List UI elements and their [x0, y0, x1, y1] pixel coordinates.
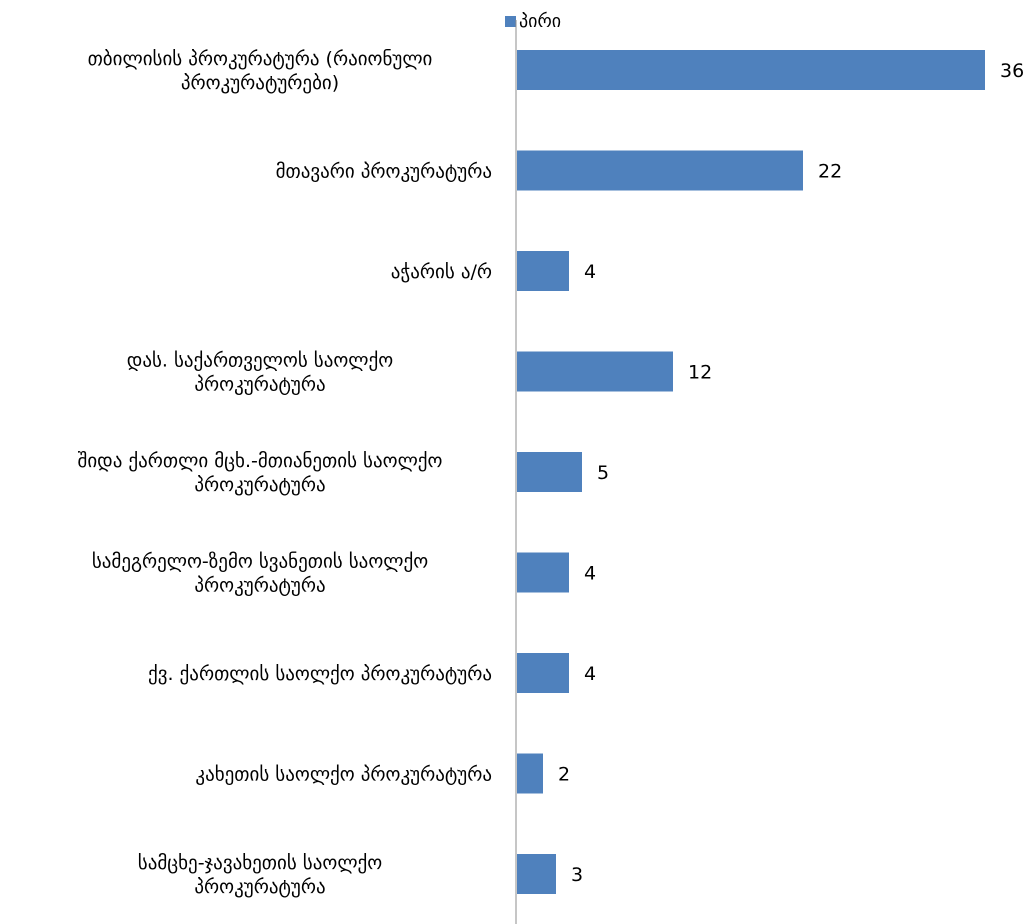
bars-group [517, 50, 985, 894]
category-label: მთავარი პროკურატურა [276, 161, 492, 183]
category-label: პროკურატურები) [181, 72, 339, 94]
category-label: პროკურატურა [194, 474, 325, 496]
value-labels-group: 36 22 4 12 5 4 4 2 3 [558, 60, 1024, 886]
bar [517, 452, 582, 492]
legend-label: პირი [519, 10, 562, 32]
category-label: შიდა ქართლი მცხ.-მთიანეთის საოლქო [78, 450, 443, 472]
bar [517, 251, 569, 291]
bar-value-label: 12 [688, 362, 712, 384]
category-label: სამცხე-ჯავახეთის საოლქო [138, 852, 383, 874]
bar-value-label: 4 [584, 563, 596, 585]
bar-value-label: 36 [1000, 60, 1024, 82]
category-label: პროკურატურა [194, 374, 325, 396]
bar-value-label: 3 [571, 864, 583, 886]
category-label: დას. საქართველოს საოლქო [127, 350, 393, 372]
bar-value-label: 4 [584, 663, 596, 685]
legend: პირი [505, 8, 561, 34]
bar [517, 150, 803, 191]
bar-value-label: 2 [558, 764, 570, 786]
category-label: ქვ. ქართლის საოლქო პროკურატურა [148, 663, 492, 685]
category-label: პროკურატურა [194, 575, 325, 597]
bar-value-label: 5 [597, 462, 609, 484]
category-label: პროკურატურა [194, 876, 325, 898]
bar [517, 552, 569, 593]
category-label: თბილისის პროკურატურა (რაიონული [88, 48, 433, 70]
category-label: აჭარის ა/რ [391, 261, 492, 283]
bar [517, 753, 543, 794]
bar [517, 854, 556, 894]
category-label: კახეთის საოლქო პროკურატურა [195, 764, 492, 786]
bar [517, 50, 985, 90]
bar-value-label: 22 [818, 161, 842, 183]
bar [517, 653, 569, 693]
category-labels-group: თბილისის პროკურატურა (რაიონულიპროკურატურ… [78, 48, 492, 898]
bar [517, 351, 673, 392]
legend-swatch [505, 15, 516, 27]
bar-value-label: 4 [584, 261, 596, 283]
category-label: სამეგრელო-ზემო სვანეთის საოლქო [92, 551, 428, 573]
